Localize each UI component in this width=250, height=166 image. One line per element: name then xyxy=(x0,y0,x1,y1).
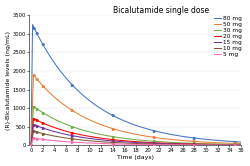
30 mg xyxy=(234,143,236,145)
Y-axis label: (R)-Bicalutamide levels (ng/mL): (R)-Bicalutamide levels (ng/mL) xyxy=(6,31,10,130)
80 mg xyxy=(40,42,43,44)
5 mg xyxy=(126,143,129,145)
Line: 80 mg: 80 mg xyxy=(31,25,241,145)
50 mg xyxy=(30,144,32,146)
15 mg xyxy=(132,141,135,143)
80 mg xyxy=(240,141,243,143)
10 mg xyxy=(240,144,243,146)
80 mg xyxy=(195,137,198,139)
30 mg xyxy=(30,144,32,146)
Line: 30 mg: 30 mg xyxy=(31,106,241,145)
20 mg xyxy=(32,118,35,120)
30 mg xyxy=(32,105,35,107)
15 mg xyxy=(234,144,237,146)
15 mg xyxy=(30,144,32,146)
20 mg xyxy=(126,140,129,142)
15 mg xyxy=(32,124,35,125)
15 mg xyxy=(195,143,198,145)
10 mg xyxy=(234,144,236,146)
20 mg xyxy=(195,143,198,145)
30 mg xyxy=(126,138,129,140)
Line: 50 mg: 50 mg xyxy=(31,75,241,145)
80 mg xyxy=(132,124,135,125)
Line: 5 mg: 5 mg xyxy=(31,138,241,145)
5 mg xyxy=(30,144,32,146)
80 mg xyxy=(31,24,34,26)
15 mg xyxy=(126,141,129,143)
20 mg xyxy=(30,144,32,146)
30 mg xyxy=(240,143,243,145)
50 mg xyxy=(234,142,236,144)
50 mg xyxy=(40,84,43,86)
5 mg xyxy=(240,144,243,146)
5 mg xyxy=(234,144,237,146)
X-axis label: Time (days): Time (days) xyxy=(117,155,154,161)
50 mg xyxy=(32,74,35,76)
10 mg xyxy=(32,130,35,132)
5 mg xyxy=(234,144,236,146)
50 mg xyxy=(126,132,129,134)
10 mg xyxy=(195,144,198,146)
30 mg xyxy=(40,111,43,113)
30 mg xyxy=(132,138,135,140)
50 mg xyxy=(234,142,237,144)
20 mg xyxy=(234,144,236,146)
50 mg xyxy=(132,133,135,135)
10 mg xyxy=(126,142,129,144)
Line: 15 mg: 15 mg xyxy=(31,124,241,145)
5 mg xyxy=(40,138,43,140)
5 mg xyxy=(195,144,198,146)
Text: Bicalutamide single dose: Bicalutamide single dose xyxy=(113,5,209,15)
80 mg xyxy=(234,141,236,143)
50 mg xyxy=(195,141,198,143)
Line: 20 mg: 20 mg xyxy=(31,119,241,145)
10 mg xyxy=(30,144,32,146)
80 mg xyxy=(30,144,32,146)
10 mg xyxy=(40,132,43,134)
10 mg xyxy=(132,142,135,144)
5 mg xyxy=(32,137,35,139)
15 mg xyxy=(40,127,43,129)
Legend: 80 mg, 50 mg, 30 mg, 20 mg, 15 mg, 10 mg, 5 mg: 80 mg, 50 mg, 30 mg, 20 mg, 15 mg, 10 mg… xyxy=(214,16,242,58)
20 mg xyxy=(132,140,135,142)
80 mg xyxy=(126,121,129,123)
15 mg xyxy=(240,144,243,146)
5 mg xyxy=(132,143,135,145)
10 mg xyxy=(234,144,237,146)
20 mg xyxy=(234,144,237,146)
30 mg xyxy=(195,142,198,144)
Line: 10 mg: 10 mg xyxy=(31,131,241,145)
15 mg xyxy=(234,144,236,146)
20 mg xyxy=(40,122,43,124)
20 mg xyxy=(240,144,243,146)
50 mg xyxy=(240,143,243,145)
80 mg xyxy=(234,141,237,143)
30 mg xyxy=(234,143,237,145)
